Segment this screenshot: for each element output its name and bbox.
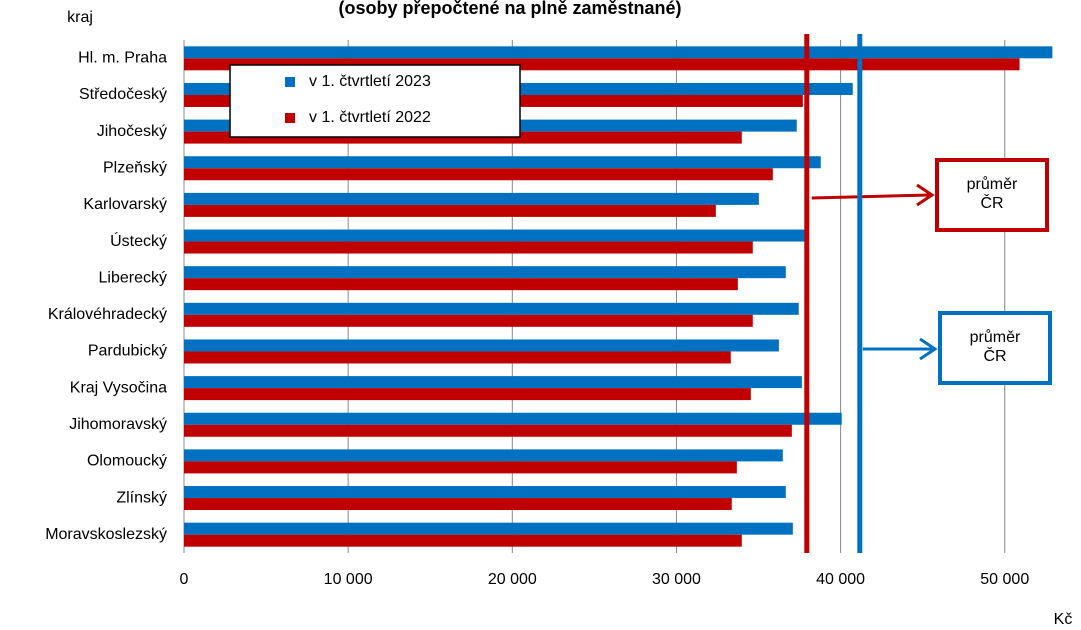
bar bbox=[184, 424, 792, 437]
bar bbox=[184, 522, 793, 535]
legend-box bbox=[229, 64, 521, 138]
bar bbox=[184, 498, 732, 511]
bar bbox=[184, 461, 737, 474]
chart-title: (osoby přepočtené na plně zaměstnané) bbox=[338, 0, 681, 18]
bar bbox=[184, 229, 805, 242]
annotation-text: ČR bbox=[983, 346, 1006, 365]
x-tick-label: 50 000 bbox=[980, 571, 1029, 588]
y-tick-label: Karlovarský bbox=[83, 196, 167, 213]
y-tick-label: Moravskoslezský bbox=[45, 526, 167, 543]
x-tick-label: 0 bbox=[180, 571, 189, 588]
legend-label: v 1. čtvrtletí 2023 bbox=[309, 73, 431, 90]
y-tick-label: Kraj Vysočina bbox=[70, 379, 167, 396]
bar bbox=[184, 58, 1020, 71]
bar bbox=[184, 314, 753, 327]
bar bbox=[184, 278, 738, 291]
y-tick-label: Středočeský bbox=[79, 86, 167, 103]
y-tick-label: Plzeňský bbox=[103, 159, 167, 176]
arrow-head bbox=[919, 337, 938, 361]
x-tick-label: 20 000 bbox=[488, 571, 537, 588]
y-tick-label: Jihomoravský bbox=[69, 416, 167, 433]
bar bbox=[184, 376, 802, 389]
y-tick-label: Královéhradecký bbox=[48, 306, 167, 323]
y-axis-label: kraj bbox=[67, 9, 93, 26]
y-tick-label: Ústecký bbox=[110, 231, 167, 250]
y-tick-label: Hl. m. Praha bbox=[78, 50, 167, 67]
legend-swatch bbox=[285, 113, 295, 123]
annotation-text: průměr bbox=[970, 328, 1021, 346]
x-axis-label: Kč bbox=[1054, 611, 1073, 628]
x-tick-label: 40 000 bbox=[816, 571, 865, 588]
arrow bbox=[811, 193, 932, 200]
annotation-text: ČR bbox=[980, 193, 1003, 212]
legend-label: v 1. čtvrtletí 2022 bbox=[309, 109, 431, 126]
y-tick-label: Olomoucký bbox=[87, 453, 167, 470]
annotation-box bbox=[935, 158, 1049, 232]
bar bbox=[184, 449, 783, 462]
x-tick-label: 10 000 bbox=[324, 571, 373, 588]
bar bbox=[184, 302, 799, 315]
bar bbox=[184, 351, 731, 364]
y-tick-label: Zlínský bbox=[116, 489, 167, 506]
x-tick-label: 30 000 bbox=[652, 571, 701, 588]
bar bbox=[184, 339, 779, 352]
bar bbox=[184, 156, 821, 169]
bar bbox=[184, 46, 1053, 59]
bar bbox=[184, 486, 786, 499]
bar bbox=[184, 204, 716, 217]
bar bbox=[184, 168, 773, 181]
bar bbox=[184, 266, 786, 279]
legend-swatch bbox=[285, 77, 295, 87]
y-tick-label: Jihočeský bbox=[97, 123, 167, 140]
bar bbox=[184, 241, 753, 254]
bar bbox=[184, 388, 751, 401]
arrow-head bbox=[916, 183, 935, 207]
bar bbox=[184, 412, 842, 425]
y-tick-label: Pardubický bbox=[88, 343, 167, 360]
annotation-box bbox=[938, 311, 1052, 385]
bar bbox=[184, 534, 742, 547]
annotation-text: průměr bbox=[967, 175, 1018, 193]
y-tick-label: Liberecký bbox=[99, 269, 167, 286]
bar bbox=[184, 192, 759, 205]
